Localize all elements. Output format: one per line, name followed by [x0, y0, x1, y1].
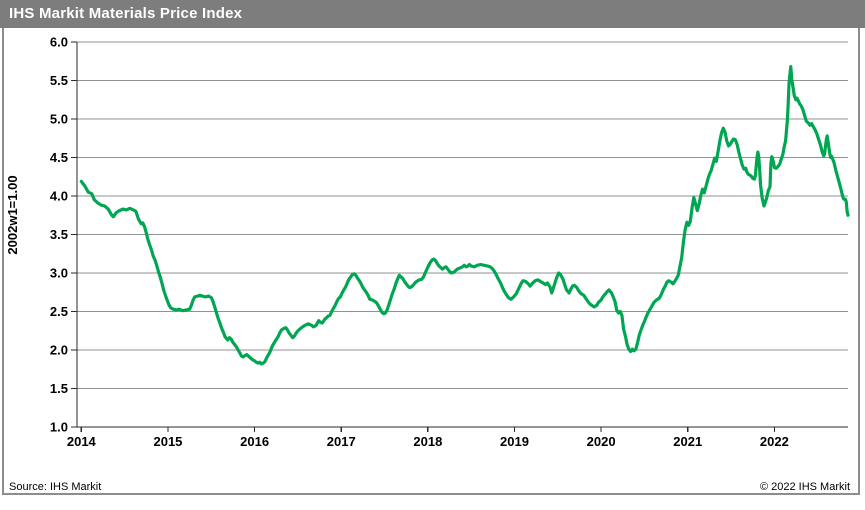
y-tick-label: 3.0 — [50, 266, 68, 281]
source-note: Source: IHS Markit — [9, 481, 102, 493]
y-tick-label: 4.5 — [50, 150, 68, 165]
x-tick-label: 2020 — [587, 434, 616, 449]
x-tick-label: 2021 — [673, 434, 702, 449]
plot-generated: 1.0 1.5 2.0 2.5 3.0 3.5 4.0 4.5 5.0 5.5 6.0 2014 201… — [50, 35, 850, 449]
chart-title-bar: IHS Markit Materials Price Index — [0, 0, 865, 28]
x-tick-label: 2015 — [153, 434, 182, 449]
y-tick-label: 4.0 — [50, 189, 68, 204]
x-tick-label: 2022 — [760, 434, 789, 449]
y-tick-label: 1.5 — [50, 381, 68, 396]
x-tick-label: 2018 — [413, 434, 442, 449]
x-tick-label: 2014 — [67, 434, 97, 449]
price-index-line — [79, 64, 850, 366]
y-axis-title: 2002w1=1.00 — [5, 175, 20, 254]
y-tick-label: 5.0 — [50, 112, 68, 127]
copyright-note: © 2022 IHS Markit — [759, 481, 850, 493]
y-tick-label: 3.5 — [50, 227, 68, 242]
y-tick-label: 2.5 — [50, 304, 68, 319]
x-tick-label: 2017 — [327, 434, 356, 449]
page-title: IHS Markit Materials Price Index — [9, 5, 243, 22]
x-tick-label: 2019 — [500, 434, 529, 449]
y-tick-label: 2.0 — [50, 343, 68, 358]
y-tick-label: 1.0 — [50, 420, 68, 435]
y-tick-label: 6.0 — [50, 35, 68, 50]
y-tick-label: 5.5 — [50, 73, 68, 88]
x-tick-label: 2016 — [240, 434, 269, 449]
